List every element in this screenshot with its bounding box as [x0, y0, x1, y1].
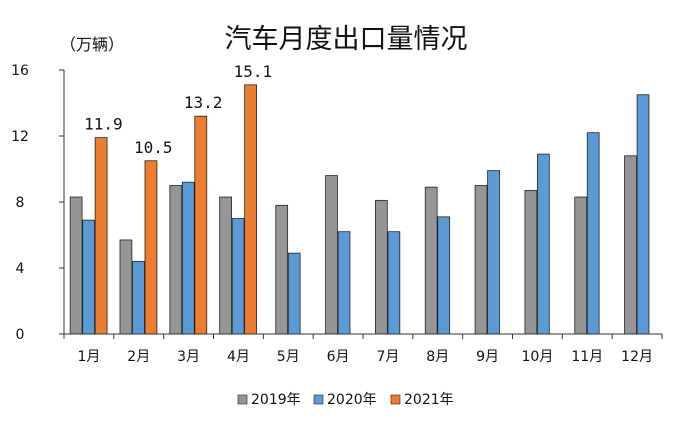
- bar-2019年-6月: [325, 175, 338, 335]
- bar-2019年-4月: [219, 196, 232, 335]
- legend-swatch-2021年: [390, 394, 401, 405]
- bar-2021年-3月: [194, 115, 208, 335]
- x-category-label: 2月: [127, 349, 150, 365]
- x-category-label: 3月: [177, 349, 200, 365]
- y-tick-label: 16: [11, 63, 29, 79]
- bar-2019年-3月: [169, 185, 183, 335]
- y-tick-label: 12: [11, 129, 29, 145]
- bar-2020年-4月: [231, 218, 245, 335]
- x-category-label: 11月: [571, 349, 603, 365]
- bars: [69, 84, 650, 335]
- legend-swatch-2019年: [237, 394, 248, 405]
- bar-2019年-11月: [574, 196, 588, 335]
- legend-label: 2020年: [327, 392, 377, 408]
- bar-2020年-10月: [537, 153, 550, 335]
- bar-2021年-4月: [244, 84, 257, 335]
- x-category-label: 8月: [426, 349, 449, 365]
- bar-2020年-8月: [437, 216, 451, 335]
- bar-2020年-11月: [586, 132, 600, 335]
- bar-2019年-12月: [624, 155, 637, 335]
- legend-swatch-2020年: [313, 394, 324, 405]
- bar-2019年-5月: [275, 204, 289, 335]
- bar-2019年-8月: [424, 186, 438, 335]
- bar-2020年-7月: [387, 231, 401, 335]
- x-category-label: 10月: [522, 349, 554, 365]
- y-axis: 0 4 8 12 16: [11, 63, 65, 343]
- bar-2020年-6月: [337, 231, 351, 335]
- x-category-label: 4月: [227, 349, 250, 365]
- data-labels: 11.9 10.5 13.2 15.1: [84, 62, 272, 157]
- x-axis: 1月 2月 3月 4月 5月 6月 7月 8月 9月 10月 11月 12月: [63, 333, 663, 365]
- bar-2020年-2月: [132, 260, 145, 335]
- bar-2019年-2月: [119, 239, 133, 335]
- data-label: 13.2: [184, 93, 223, 112]
- legend-label: 2019年: [251, 392, 301, 408]
- x-category-label: 1月: [77, 349, 100, 365]
- x-category-label: 12月: [621, 349, 653, 365]
- bar-2019年-1月: [69, 196, 83, 335]
- x-category-label: 9月: [476, 349, 499, 365]
- x-category-label: 7月: [376, 349, 399, 365]
- chart-title: 汽车月度出口量情况: [225, 24, 468, 55]
- y-tick-label: 8: [16, 195, 25, 211]
- bar-2019年-9月: [474, 185, 488, 335]
- x-category-label: 5月: [277, 349, 300, 365]
- x-category-label: 6月: [327, 349, 350, 365]
- bar-2020年-1月: [82, 219, 95, 335]
- legend: 2019年 2020年 2021年: [237, 392, 454, 408]
- bar-2020年-3月: [181, 181, 195, 335]
- legend-label: 2021年: [404, 392, 454, 408]
- unit-label: （万辆）: [60, 35, 124, 54]
- bar-2019年-7月: [375, 199, 388, 335]
- y-tick-label: 0: [16, 327, 25, 343]
- y-tick-label: 4: [16, 261, 25, 277]
- data-label: 11.9: [84, 115, 123, 134]
- bar-2021年-2月: [144, 160, 158, 335]
- bar-2020年-12月: [636, 94, 650, 335]
- bar-2020年-5月: [287, 252, 301, 335]
- data-label: 10.5: [134, 138, 173, 157]
- bar-2020年-9月: [487, 170, 500, 335]
- bar-2019年-10月: [524, 190, 538, 335]
- data-label: 15.1: [234, 62, 273, 81]
- bar-2021年-1月: [94, 137, 108, 335]
